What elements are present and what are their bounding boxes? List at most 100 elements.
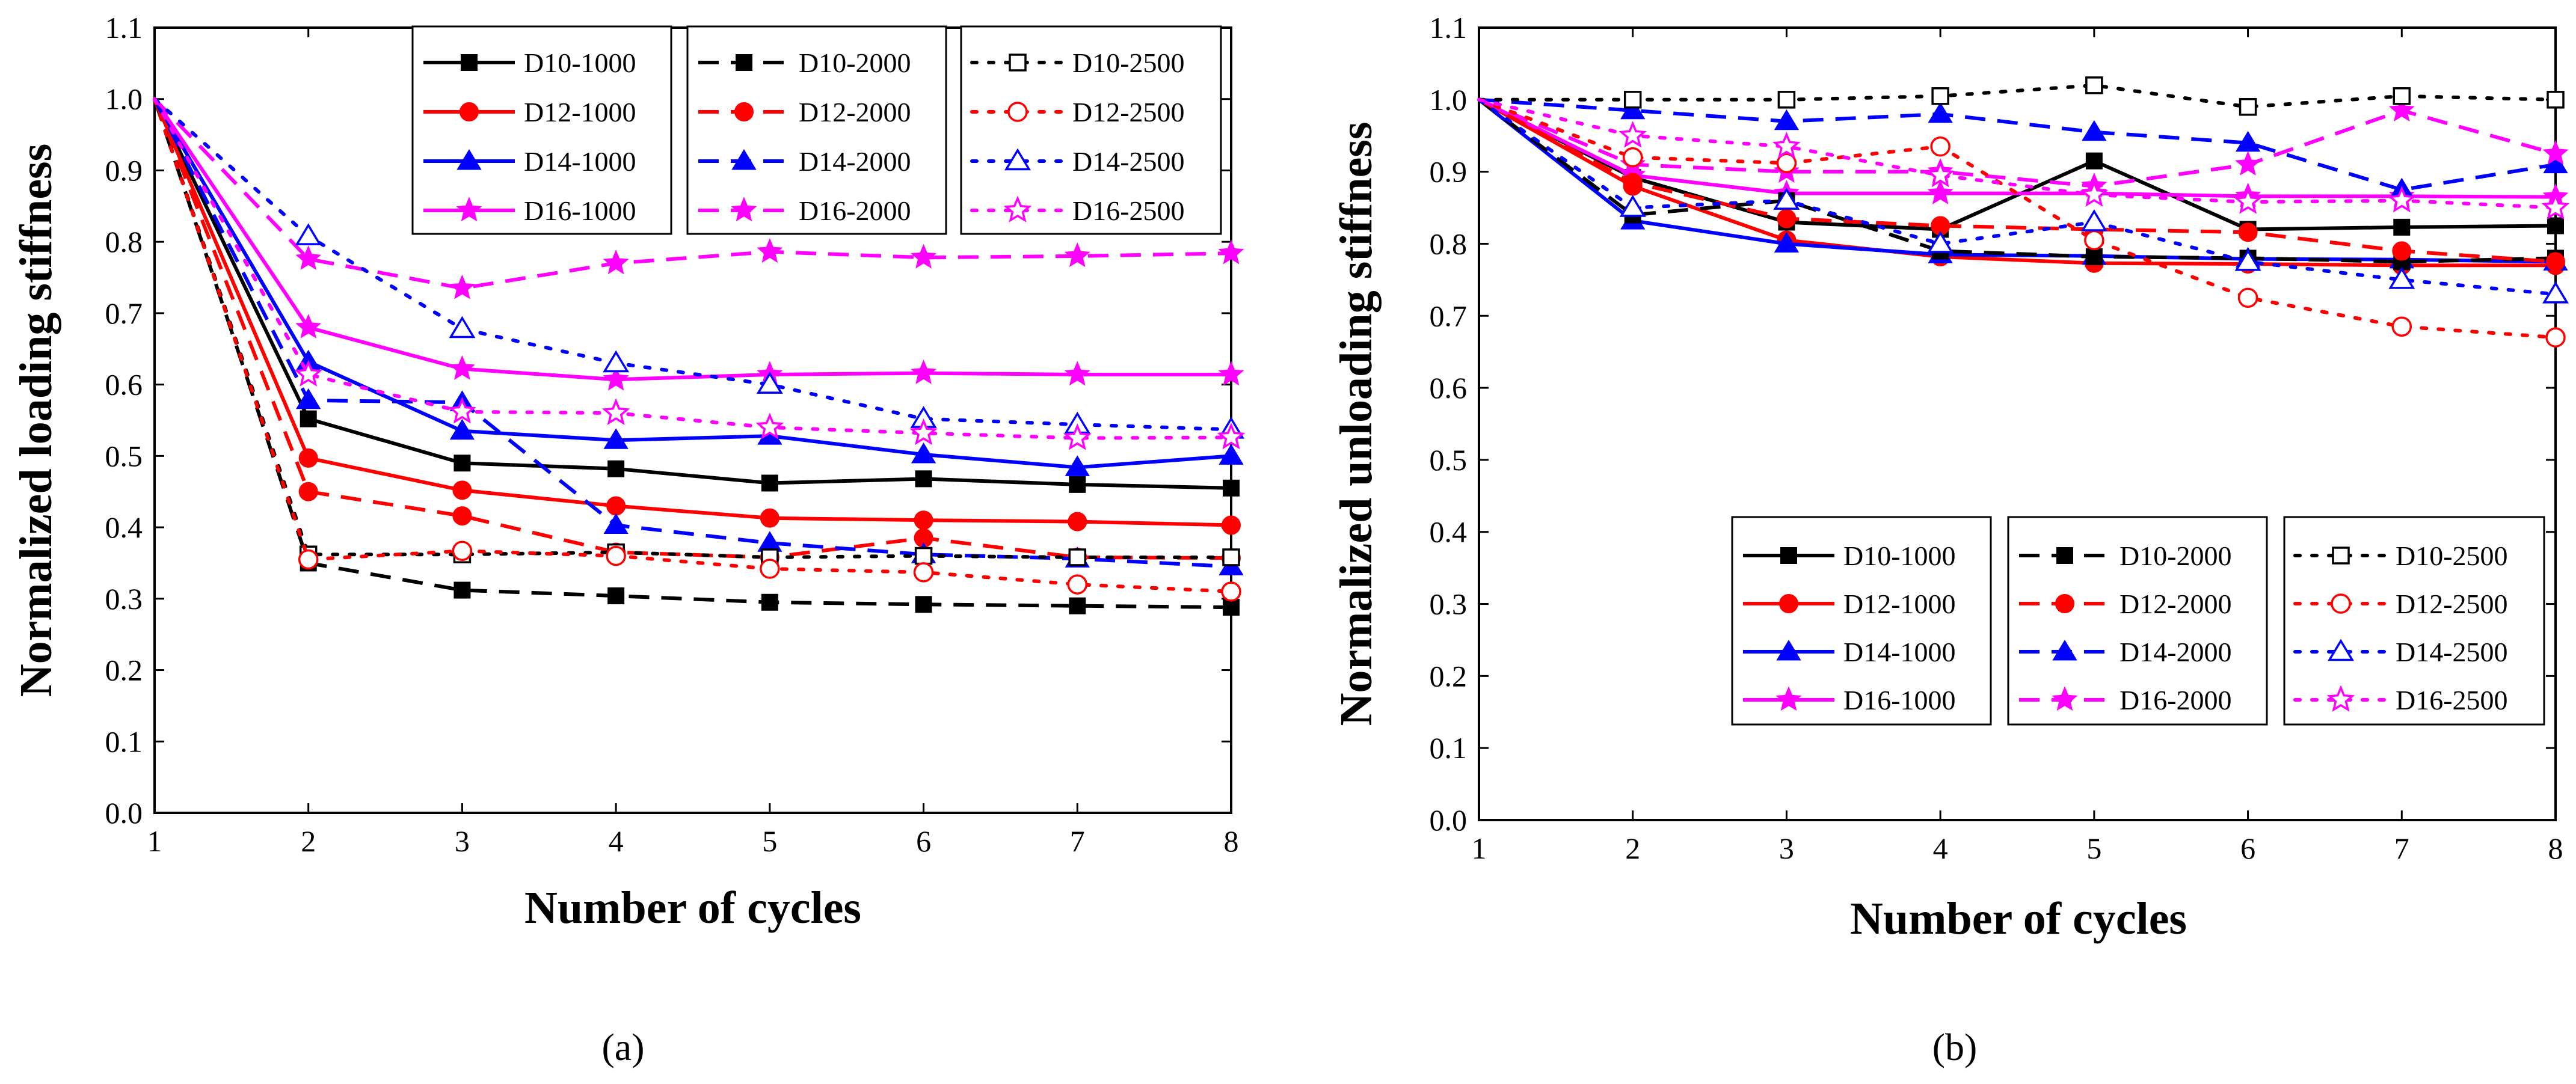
data-point-d16-1000-star-marker — [1064, 361, 1090, 386]
series-d14-2000 — [1478, 97, 2568, 199]
legend-label: D12-1000 — [524, 97, 636, 127]
series-layer — [1477, 76, 2570, 348]
legend-box — [686, 25, 947, 235]
series-line-d14-1000 — [153, 98, 1232, 470]
data-point-d12-2000-circle-marker — [2546, 252, 2565, 272]
y-tick-label: 1.0 — [105, 82, 143, 116]
data-point-d14-2000-triangle-marker — [731, 149, 757, 170]
data-point-d12-2500-circle-marker — [298, 549, 319, 570]
data-point-d16-2000-star-marker — [2542, 140, 2569, 165]
x-tick-label: 4 — [1933, 831, 1948, 865]
series-d12-2500 — [153, 97, 1241, 602]
legend-label: D12-1000 — [1843, 589, 1956, 619]
data-point-d10-2000-square-marker — [607, 587, 625, 605]
legend-label: D12-2500 — [1072, 97, 1185, 127]
x-tick-label: 1 — [1472, 831, 1487, 865]
panel-label: (b) — [1932, 1026, 1978, 1068]
series-d14-2500 — [153, 97, 1244, 439]
series-line-d10-2500 — [1477, 83, 2557, 109]
series-line-d14-2000 — [153, 98, 1232, 569]
series-line-d12-1000 — [153, 98, 1232, 527]
legend-item-d14-2000: D14-2000 — [2019, 637, 2232, 667]
series-d16-2500 — [1477, 97, 2570, 220]
legend-item-d12-2500: D12-2500 — [970, 97, 1185, 127]
series-line-d14-2500 — [153, 97, 1233, 432]
y-axis-title: Normalized loading stiffness — [11, 144, 61, 697]
data-point-d10-2500-square-marker — [1623, 91, 1642, 109]
y-tick-label: 1.0 — [1430, 83, 1468, 117]
y-tick-label: 0.4 — [105, 510, 143, 544]
data-point-d16-2000-star-marker — [449, 274, 475, 299]
data-point-d14-2000-triangle-marker — [757, 531, 782, 552]
legend: D10-1000 D12-1000 D14-1000 D16-1000 D10-2000… — [411, 25, 1222, 235]
data-point-d10-2500-square-marker — [1009, 54, 1027, 72]
data-point-d16-1000-star-marker — [911, 359, 937, 384]
data-point-d12-2500-circle-marker — [2331, 593, 2351, 614]
data-point-d16-1000-star-marker — [1775, 686, 1802, 711]
y-tick-label: 0.4 — [1430, 515, 1468, 549]
x-axis-title: Number of cycles — [1850, 893, 2187, 944]
x-tick-label: 6 — [916, 824, 931, 858]
series-layer — [153, 97, 1246, 616]
y-tick-label: 0.3 — [105, 582, 143, 616]
data-point-d16-2500-star-marker — [1217, 422, 1246, 450]
data-point-d12-2500-circle-marker — [1221, 581, 1241, 602]
data-point-d12-1000-circle-marker — [914, 510, 933, 530]
x-tick-label: 8 — [2548, 831, 2563, 865]
legend: D10-1000 D12-1000 D14-1000 D16-1000 D10-2000… — [1731, 516, 2545, 726]
data-point-d12-1000-circle-marker — [460, 102, 479, 121]
series-d16-1000 — [153, 98, 1244, 391]
series-line-d10-2000 — [153, 98, 1232, 610]
legend-label: D16-1000 — [1843, 685, 1956, 715]
data-point-d10-2500-square-marker — [2239, 98, 2257, 116]
legend-label: D10-2000 — [799, 47, 911, 78]
legend-box — [2283, 516, 2545, 726]
data-point-d14-2500-triangle-marker — [2328, 638, 2354, 661]
x-tick-label: 3 — [1779, 831, 1794, 865]
data-point-d14-2000-triangle-marker — [2082, 120, 2107, 141]
y-tick-label: 0.6 — [1430, 371, 1468, 405]
legend-item-d10-2500: D10-2500 — [970, 47, 1185, 78]
data-point-d10-1000-square-marker — [607, 460, 625, 477]
data-point-d16-1000-star-marker — [1218, 361, 1244, 386]
plot-area-frame — [1478, 26, 2557, 821]
y-tick-label: 0.5 — [105, 439, 143, 473]
data-point-d16-2500-star-marker — [294, 360, 323, 387]
series-line-d16-1000 — [1478, 98, 2556, 199]
legend-box — [1731, 516, 1992, 726]
legend-box — [960, 25, 1222, 235]
data-point-d16-2500-star-marker — [448, 397, 476, 424]
y-tick-label: 0.7 — [105, 296, 143, 330]
data-point-d12-2500-circle-marker — [760, 559, 780, 579]
data-point-d16-2500-star-marker — [1003, 195, 1032, 222]
legend-item-d12-1000: D12-1000 — [423, 97, 636, 127]
data-point-d14-2500-triangle-marker — [756, 372, 783, 394]
data-point-d14-2500-triangle-marker — [2542, 281, 2569, 304]
data-point-d12-2500-circle-marker — [1007, 102, 1028, 122]
data-point-d10-1000-square-marker — [453, 455, 471, 472]
data-point-d12-2500-circle-marker — [606, 545, 626, 566]
data-point-d16-2000-star-marker — [295, 245, 322, 271]
data-point-d16-2000-star-marker — [603, 250, 629, 275]
data-point-d14-2000-triangle-marker — [2052, 640, 2077, 661]
data-point-d14-2000-triangle-marker — [296, 388, 321, 409]
legend-item-d10-1000: D10-1000 — [1743, 540, 1956, 571]
legend-item-d16-2000: D16-2000 — [2019, 685, 2232, 715]
data-point-d10-1000-square-marker — [300, 410, 317, 427]
y-axis-title: Normalized unloading stiffness — [1331, 122, 1382, 726]
data-point-d16-1000-star-marker — [456, 197, 482, 222]
data-point-d12-2000-circle-marker — [2392, 241, 2412, 261]
data-point-d10-2000-square-marker — [915, 596, 932, 613]
data-point-d14-2500-triangle-marker — [1773, 188, 1800, 210]
data-point-d12-1000-circle-marker — [1779, 594, 1798, 613]
data-point-d12-2500-circle-marker — [1776, 153, 1797, 174]
series-d12-2500 — [1477, 97, 2566, 348]
data-point-d16-2500-star-marker — [2541, 192, 2570, 220]
data-point-d16-2500-star-marker — [1926, 161, 1955, 188]
y-tick-label: 0.3 — [1430, 587, 1468, 621]
data-point-d10-2500-square-marker — [1931, 87, 1949, 105]
legend-box — [2007, 516, 2268, 726]
data-point-d10-2500-square-marker — [2085, 76, 2103, 94]
chart-panel-b: 0.0 0.1 0.2 0.3 0.4 0.5 0.6 0.7 0.8 0.9 1.0 1.1 1 2 3 4… — [1331, 11, 2570, 1068]
